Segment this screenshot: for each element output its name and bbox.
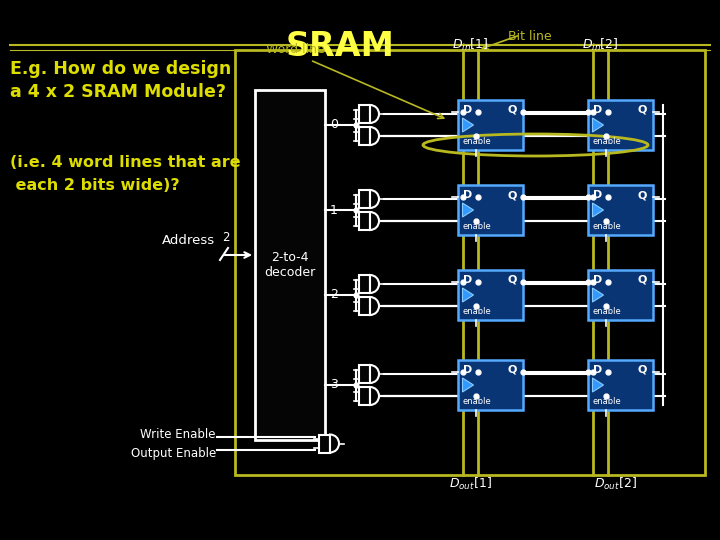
Text: enable: enable	[462, 137, 491, 146]
Wedge shape	[370, 127, 379, 145]
Polygon shape	[593, 118, 603, 132]
Text: D: D	[464, 190, 473, 200]
Text: SRAM: SRAM	[286, 30, 395, 63]
Text: 3: 3	[330, 379, 338, 392]
Text: D: D	[593, 365, 603, 375]
Text: 2: 2	[222, 231, 230, 244]
Polygon shape	[462, 378, 474, 392]
Bar	[359, 365, 370, 383]
Text: enable: enable	[593, 397, 621, 406]
Text: $D_{in}[2]$: $D_{in}[2]$	[582, 37, 618, 53]
Bar	[359, 190, 370, 208]
Text: enable: enable	[462, 307, 491, 316]
Polygon shape	[462, 203, 474, 217]
Text: Word line: Word line	[266, 43, 325, 56]
Wedge shape	[370, 297, 379, 315]
Bar	[457, 360, 523, 410]
Text: $D_{out}[1]$: $D_{out}[1]$	[449, 476, 492, 492]
Text: $D_{in}[1]$: $D_{in}[1]$	[451, 37, 488, 53]
Wedge shape	[370, 275, 379, 293]
Bar	[457, 100, 523, 150]
Wedge shape	[370, 365, 379, 383]
Text: $D_{out}[2]$: $D_{out}[2]$	[593, 476, 636, 492]
Text: D: D	[593, 105, 603, 115]
Text: Q: Q	[637, 105, 647, 115]
Bar	[457, 270, 523, 320]
Text: D: D	[593, 275, 603, 285]
Bar	[359, 387, 370, 405]
Text: 2: 2	[330, 288, 338, 301]
Text: 1: 1	[330, 204, 338, 217]
Bar	[319, 435, 330, 453]
Bar	[255, 90, 325, 440]
Bar	[359, 275, 370, 293]
Polygon shape	[593, 203, 603, 217]
Wedge shape	[370, 105, 379, 123]
Wedge shape	[330, 435, 339, 453]
Text: Bit line: Bit line	[508, 30, 552, 43]
Text: Write Enable: Write Enable	[140, 428, 216, 441]
Polygon shape	[462, 118, 474, 132]
Text: Address: Address	[162, 234, 215, 247]
Text: enable: enable	[593, 137, 621, 146]
Text: Q: Q	[637, 190, 647, 200]
Bar	[235, 50, 705, 475]
Bar	[359, 297, 370, 315]
Text: E.g. How do we design: E.g. How do we design	[10, 60, 231, 78]
Text: Q: Q	[507, 105, 516, 115]
Text: enable: enable	[593, 222, 621, 231]
Text: enable: enable	[462, 397, 491, 406]
Bar	[359, 212, 370, 230]
Text: 2-to-4
decoder: 2-to-4 decoder	[264, 251, 315, 279]
Text: (i.e. 4 word lines that are: (i.e. 4 word lines that are	[10, 155, 240, 170]
Text: Q: Q	[507, 365, 516, 375]
Text: Q: Q	[507, 190, 516, 200]
Text: D: D	[464, 275, 473, 285]
Text: each 2 bits wide)?: each 2 bits wide)?	[10, 178, 179, 193]
Text: Q: Q	[507, 275, 516, 285]
Polygon shape	[593, 378, 603, 392]
Wedge shape	[370, 190, 379, 208]
Text: 0: 0	[330, 118, 338, 132]
Bar	[359, 127, 370, 145]
Polygon shape	[593, 288, 603, 302]
Bar	[588, 100, 652, 150]
Text: a 4 x 2 SRAM Module?: a 4 x 2 SRAM Module?	[10, 83, 226, 101]
Bar	[588, 360, 652, 410]
Text: Q: Q	[637, 275, 647, 285]
Text: Output Enable: Output Enable	[131, 447, 216, 460]
Bar	[457, 185, 523, 235]
Text: enable: enable	[462, 222, 491, 231]
Text: D: D	[593, 190, 603, 200]
Bar	[588, 270, 652, 320]
Wedge shape	[370, 387, 379, 405]
Bar	[359, 105, 370, 123]
Text: D: D	[464, 365, 473, 375]
Wedge shape	[370, 212, 379, 230]
Polygon shape	[462, 288, 474, 302]
Bar	[588, 185, 652, 235]
Text: enable: enable	[593, 307, 621, 316]
Text: D: D	[464, 105, 473, 115]
Text: Q: Q	[637, 365, 647, 375]
